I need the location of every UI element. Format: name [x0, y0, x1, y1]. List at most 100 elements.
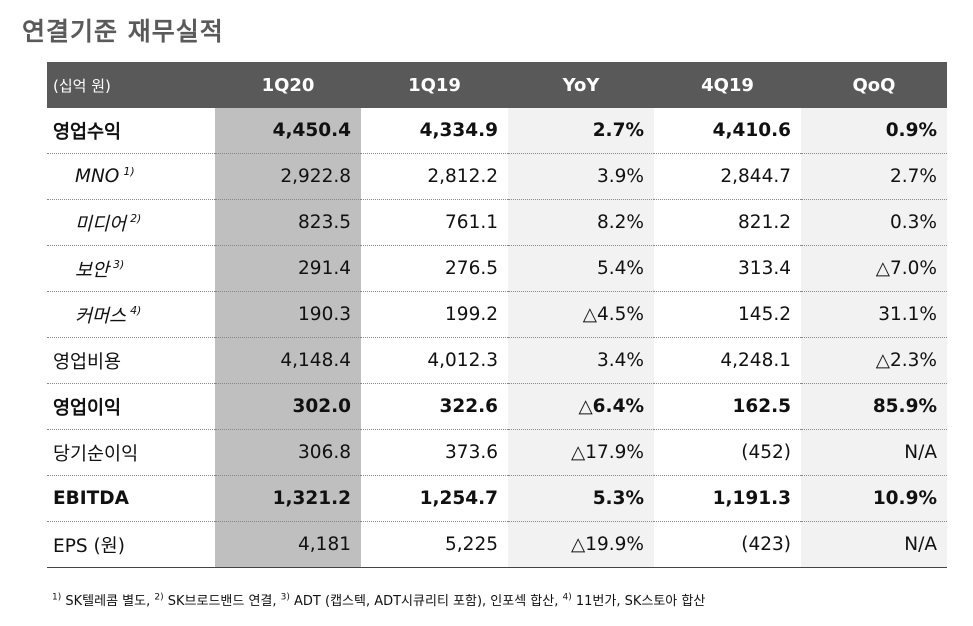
value-1q19: 4,012.3: [361, 337, 508, 384]
row-label: 영업이익: [47, 383, 215, 430]
row-label: 당기순이익: [47, 429, 215, 476]
header-1q19: 1Q19: [361, 62, 508, 108]
row-label-text: 당기순이익: [53, 443, 139, 465]
value-qoq: N/A: [801, 429, 947, 476]
value-yoy: 2.7%: [508, 108, 654, 154]
financial-table: (십억 원) 1Q20 1Q19 YoY 4Q19 QoQ 영업수익 4,450.…: [47, 62, 947, 568]
value-1q19: 761.1: [361, 199, 508, 246]
table-body: 영업수익 4,450.4 4,334.9 2.7% 4,410.6 0.9% MNO 1) 2,…: [47, 108, 947, 568]
footnote-text: ADT (캡스텍, ADT시큐리티 포함), 인포섹 합산,: [289, 594, 563, 609]
value-1q20: 302.0: [215, 383, 361, 430]
row-label: 미디어 2): [47, 199, 215, 246]
value-4q19: 4,410.6: [654, 108, 801, 154]
row-label: EPS (원): [47, 521, 215, 568]
value-1q20: 1,321.2: [215, 475, 361, 522]
footnote-number: 3): [280, 592, 290, 603]
row-label-text: 영업비용: [53, 351, 122, 373]
value-qoq: N/A: [801, 521, 947, 568]
row-label-text: 영업이익: [53, 397, 122, 419]
value-1q20: 2,922.8: [215, 153, 361, 200]
row-label-text: 미디어: [75, 213, 127, 235]
value-1q19: 1,254.7: [361, 475, 508, 522]
value-1q20: 4,181: [215, 521, 361, 568]
footnote-number: 2): [154, 592, 164, 603]
table-row: 영업수익 4,450.4 4,334.9 2.7% 4,410.6 0.9%: [47, 108, 947, 154]
row-label: 영업비용: [47, 337, 215, 384]
header-1q20: 1Q20: [215, 62, 361, 108]
value-1q19: 199.2: [361, 291, 508, 338]
header-qoq: QoQ: [801, 62, 947, 108]
value-4q19: 4,248.1: [654, 337, 801, 384]
value-1q19: 4,334.9: [361, 108, 508, 154]
value-qoq: △2.3%: [801, 337, 947, 384]
table-row: MNO 1) 2,922.8 2,812.2 3.9% 2,844.7 2.7%: [47, 153, 947, 200]
value-4q19: 1,191.3: [654, 475, 801, 522]
value-4q19: 821.2: [654, 199, 801, 246]
value-4q19: (423): [654, 521, 801, 568]
row-label-text: 영업수익: [53, 121, 122, 143]
table-row: 영업비용 4,148.4 4,012.3 3.4% 4,248.1 △2.3%: [47, 337, 947, 384]
row-label: EBITDA: [47, 475, 215, 522]
row-label: 영업수익: [47, 108, 215, 154]
footnote-marker: 2): [130, 212, 142, 226]
value-qoq: 10.9%: [801, 475, 947, 522]
footnote-number: 4): [562, 592, 572, 603]
value-qoq: △7.0%: [801, 245, 947, 292]
footnote-marker: 3): [113, 258, 125, 272]
table-row: EBITDA 1,321.2 1,254.7 5.3% 1,191.3 10.9%: [47, 475, 947, 522]
value-qoq: 85.9%: [801, 383, 947, 430]
footnote-marker: 4): [130, 304, 142, 318]
footnote: 1) SK텔레콤 별도, 2) SK브로드밴드 연결, 3) ADT (캡스텍,…: [52, 590, 705, 609]
row-label: 보안 3): [47, 245, 215, 292]
row-label-text: 보안: [75, 259, 110, 281]
footnote-number: 1): [52, 592, 62, 603]
value-4q19: 313.4: [654, 245, 801, 292]
value-1q20: 291.4: [215, 245, 361, 292]
value-qoq: 0.9%: [801, 108, 947, 154]
value-yoy: △17.9%: [508, 429, 654, 476]
page-title: 연결기준 재무실적: [22, 17, 224, 46]
value-yoy: △19.9%: [508, 521, 654, 568]
table-row: EPS (원) 4,181 5,225 △19.9% (423) N/A: [47, 521, 947, 568]
value-1q19: 276.5: [361, 245, 508, 292]
table-row: 영업이익 302.0 322.6 △6.4% 162.5 85.9%: [47, 383, 947, 430]
value-qoq: 2.7%: [801, 153, 947, 200]
header-unit: (십억 원): [47, 62, 215, 108]
table-row: 보안 3) 291.4 276.5 5.4% 313.4 △7.0%: [47, 245, 947, 292]
table-row: 당기순이익 306.8 373.6 △17.9% (452) N/A: [47, 429, 947, 476]
value-1q20: 190.3: [215, 291, 361, 338]
footnote-text: 11번가, SK스토아 합산: [571, 594, 706, 609]
table-row: 미디어 2) 823.5 761.1 8.2% 821.2 0.3%: [47, 199, 947, 246]
value-1q20: 4,148.4: [215, 337, 361, 384]
value-yoy: 3.9%: [508, 153, 654, 200]
value-1q19: 5,225: [361, 521, 508, 568]
value-1q19: 373.6: [361, 429, 508, 476]
value-4q19: 162.5: [654, 383, 801, 430]
value-yoy: 5.3%: [508, 475, 654, 522]
value-yoy: △4.5%: [508, 291, 654, 338]
value-1q20: 306.8: [215, 429, 361, 476]
value-qoq: 0.3%: [801, 199, 947, 246]
value-1q20: 823.5: [215, 199, 361, 246]
row-label: MNO 1): [47, 153, 215, 200]
value-1q19: 322.6: [361, 383, 508, 430]
table-row: 커머스 4) 190.3 199.2 △4.5% 145.2 31.1%: [47, 291, 947, 338]
footnote-text: SK텔레콤 별도,: [61, 594, 155, 609]
value-4q19: 2,844.7: [654, 153, 801, 200]
row-label: 커머스 4): [47, 291, 215, 338]
footnote-marker: 1): [123, 165, 135, 179]
row-label-text: MNO: [75, 166, 120, 188]
table-header-row: (십억 원) 1Q20 1Q19 YoY 4Q19 QoQ: [47, 62, 947, 108]
value-1q20: 4,450.4: [215, 108, 361, 154]
row-label-text: EBITDA: [53, 488, 129, 509]
footnote-text: SK브로드밴드 연결,: [163, 594, 281, 609]
header-4q19: 4Q19: [654, 62, 801, 108]
value-qoq: 31.1%: [801, 291, 947, 338]
row-label-text: EPS (원): [53, 535, 125, 557]
value-4q19: 145.2: [654, 291, 801, 338]
header-yoy: YoY: [508, 62, 654, 108]
value-yoy: 8.2%: [508, 199, 654, 246]
value-yoy: △6.4%: [508, 383, 654, 430]
row-label-text: 커머스: [75, 305, 127, 327]
value-4q19: (452): [654, 429, 801, 476]
